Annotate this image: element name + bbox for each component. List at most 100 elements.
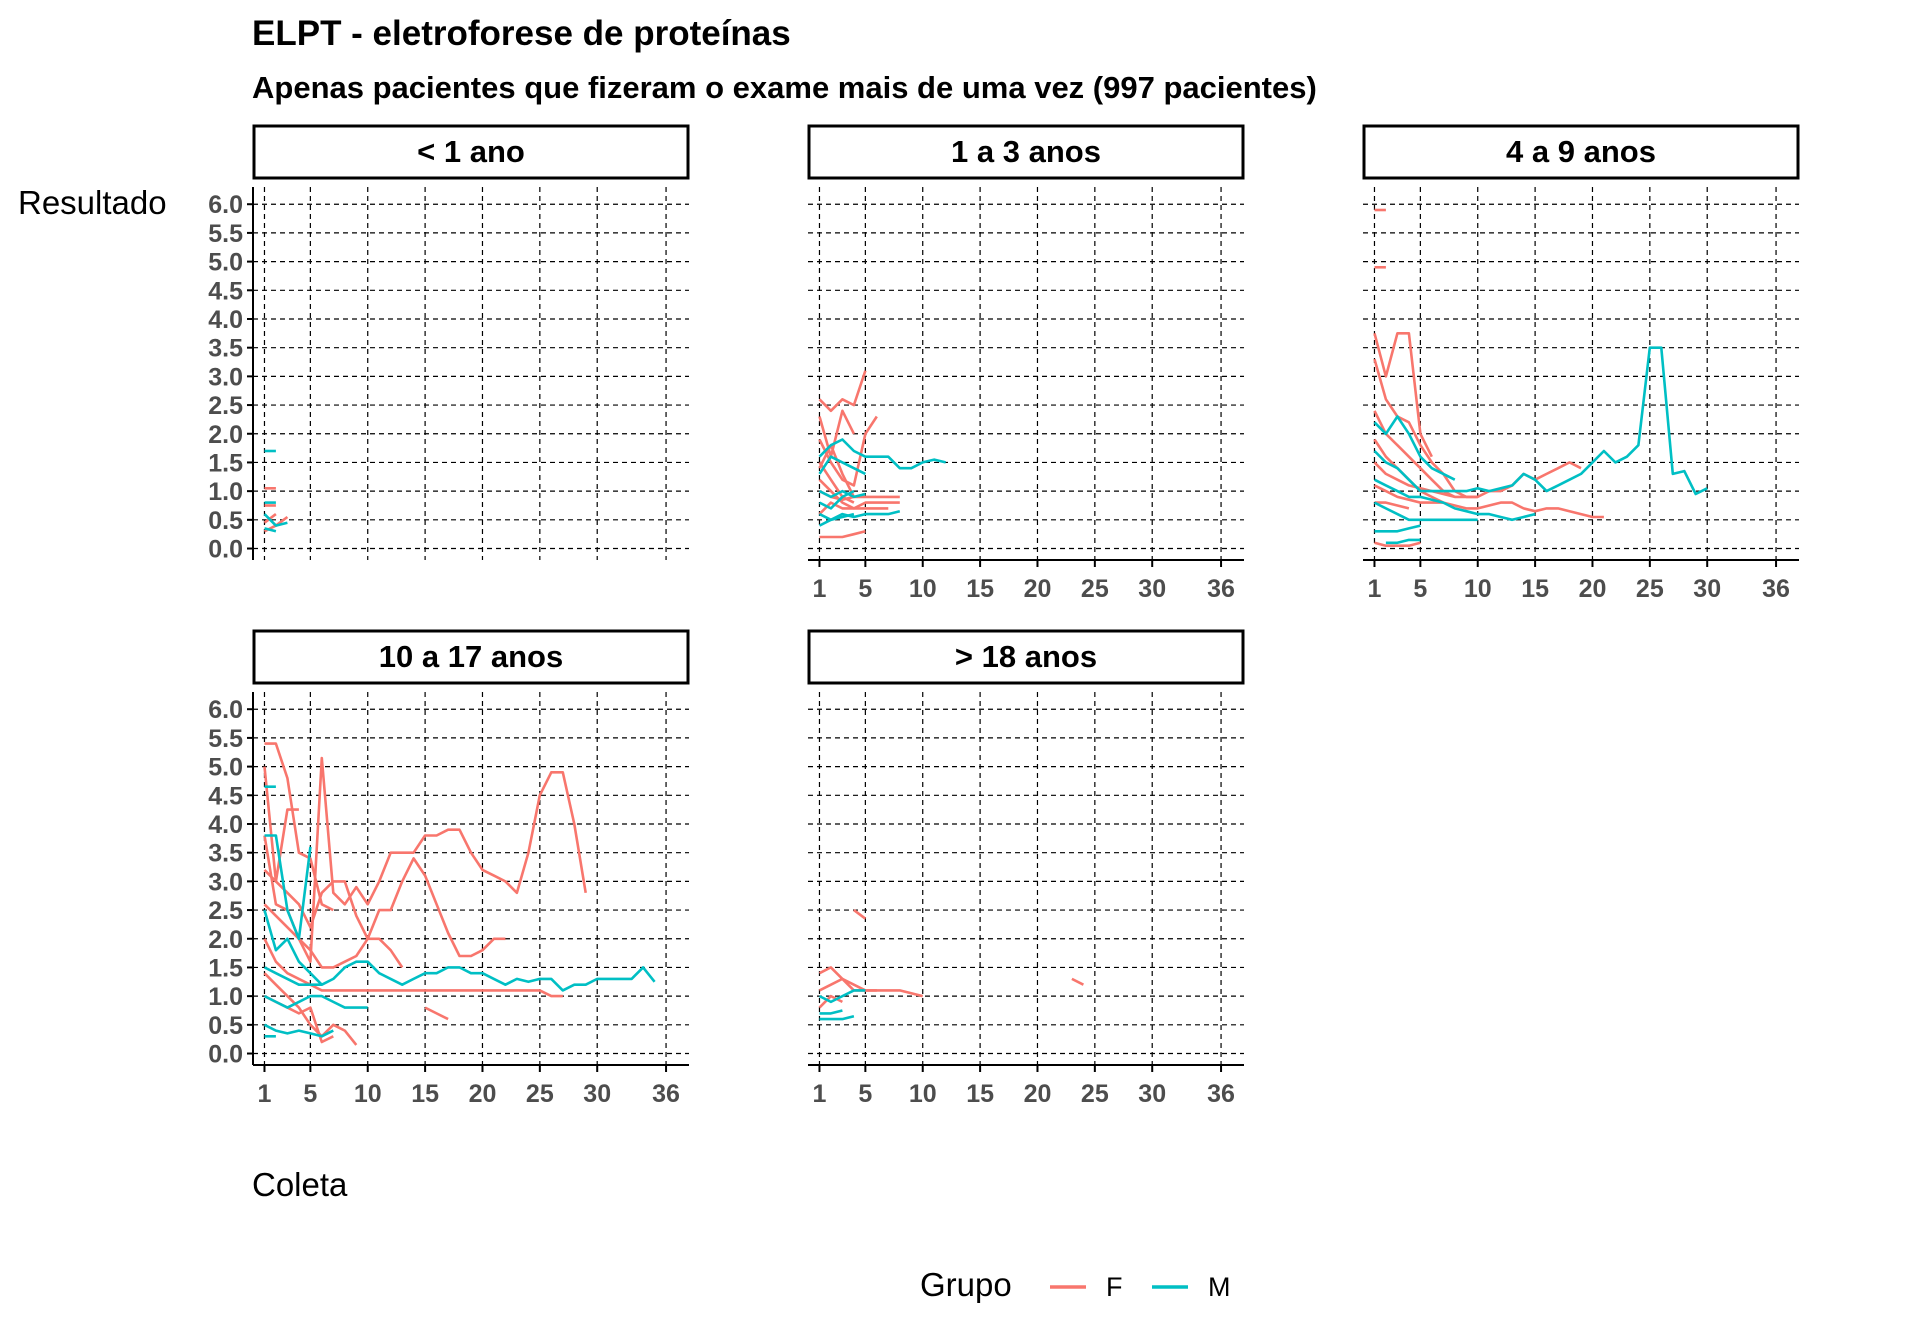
- series-line-m: [818, 455, 866, 476]
- series-group: [818, 909, 1084, 1021]
- legend-title: Grupo: [920, 1266, 1012, 1303]
- series-line-f: [1373, 358, 1478, 499]
- y-tick-label: 0.5: [208, 1012, 243, 1040]
- series-line-m: [1374, 524, 1421, 533]
- facet-strip-label: 4 a 9 anos: [1506, 134, 1656, 169]
- series-line-f: [818, 994, 843, 1009]
- y-tick-label: 3.0: [208, 868, 243, 896]
- x-tick-label: 15: [966, 1080, 994, 1108]
- series-line-m: [818, 989, 866, 1004]
- series-line-m: [1373, 346, 1708, 496]
- series-line-f: [818, 461, 855, 504]
- x-tick-label: 20: [1024, 1080, 1052, 1108]
- x-tick-label: 15: [411, 1080, 439, 1108]
- facet-strip: [252, 629, 690, 685]
- x-axis: 1 5 10 15 20 25 30 36: [808, 559, 1244, 603]
- series-line-f: [1071, 977, 1084, 986]
- y-tick-label: 6.0: [208, 191, 243, 219]
- series-line-f: [818, 977, 924, 998]
- series-line-m: [819, 1014, 855, 1021]
- series-line-m: [1373, 415, 1456, 481]
- facet-panel: 10 a 17 anos 0.00.51.01.52.02.53.03.54.04…: [208, 629, 690, 1108]
- series-line-m: [1373, 501, 1478, 522]
- y-tick-label: 2.5: [208, 392, 243, 420]
- x-tick-label: 20: [1579, 575, 1607, 603]
- x-axis-title: Coleta: [252, 1166, 348, 1203]
- x-tick-label: 25: [1081, 1080, 1109, 1108]
- chart-title: ELPT - eletroforese de proteínas: [252, 14, 791, 53]
- x-tick-label: 10: [354, 1080, 382, 1108]
- y-tick-label: 1.0: [208, 983, 243, 1011]
- gridlines: [253, 187, 689, 560]
- x-tick-label: 1: [813, 1080, 827, 1108]
- x-tick-label: 36: [1762, 575, 1790, 603]
- facet-strip: [807, 124, 1245, 180]
- x-tick-label: 25: [526, 1080, 554, 1108]
- x-tick-label: 15: [966, 575, 994, 603]
- series-line-f: [264, 742, 334, 912]
- series-line-m: [818, 438, 947, 470]
- y-tick-label: 4.0: [208, 306, 243, 334]
- series-line-f: [263, 972, 358, 1046]
- series-line-f: [1374, 501, 1410, 510]
- x-tick-label: 10: [1464, 575, 1492, 603]
- x-tick-label: 30: [583, 1080, 611, 1108]
- series-line-f: [1374, 541, 1421, 548]
- series-line-f: [818, 370, 867, 413]
- x-tick-label: 1: [258, 1080, 272, 1108]
- legend-label-m: M: [1208, 1272, 1231, 1302]
- x-tick-label: 5: [1413, 575, 1427, 603]
- x-tick-label: 1: [1368, 575, 1382, 603]
- series-line-m: [818, 512, 855, 527]
- series-line-m: [818, 489, 866, 499]
- x-tick-label: 5: [303, 1080, 317, 1108]
- series-line-f: [263, 766, 299, 883]
- facet-panel: < 1 ano 0.00.51.01.52.02.53.03.54.04.55.0…: [208, 124, 690, 564]
- series-line-f: [818, 478, 900, 510]
- series-line-m: [263, 513, 288, 527]
- series-line-f: [263, 938, 563, 998]
- x-tick-label: 25: [1636, 575, 1664, 603]
- series-group: [263, 449, 289, 533]
- series-line-f: [819, 530, 866, 539]
- x-tick-label: 30: [1693, 575, 1721, 603]
- facet-strip-label: 1 a 3 anos: [951, 134, 1101, 169]
- facet-strip: [807, 629, 1245, 685]
- series-line-m: [819, 1009, 843, 1015]
- x-tick-label: 10: [909, 1080, 937, 1108]
- gridlines: [808, 692, 1244, 1065]
- series-line-m: [263, 994, 368, 1009]
- series-line-f: [1373, 410, 1456, 499]
- x-tick-label: 5: [858, 575, 872, 603]
- y-tick-label: 4.0: [208, 811, 243, 839]
- gridlines: [253, 692, 689, 1065]
- series-line-m: [263, 909, 323, 986]
- legend-label-f: F: [1106, 1272, 1123, 1302]
- series-line-m: [264, 834, 312, 941]
- facet-strip: [252, 124, 690, 180]
- y-tick-label: 0.0: [208, 536, 243, 564]
- x-tick-label: 10: [909, 575, 937, 603]
- series-line-f: [263, 756, 587, 964]
- facet-strip-label: 10 a 17 anos: [379, 639, 563, 674]
- series-line-f: [1373, 484, 1444, 504]
- x-tick-label: 36: [652, 1080, 680, 1108]
- y-tick-label: 1.5: [208, 954, 243, 982]
- y-tick-label: 2.5: [208, 897, 243, 925]
- y-tick-label: 3.5: [208, 840, 243, 868]
- x-tick-label: 25: [1081, 575, 1109, 603]
- series-line-m: [263, 1023, 334, 1038]
- x-axis: 1 5 10 15 20 25 30 36: [808, 1064, 1244, 1108]
- y-tick-label: 4.5: [208, 782, 243, 810]
- gridlines: [1363, 187, 1799, 560]
- y-tick-label: 1.0: [208, 478, 243, 506]
- series-line-f: [1373, 331, 1433, 458]
- x-tick-label: 5: [858, 1080, 872, 1108]
- x-tick-label: 30: [1138, 1080, 1166, 1108]
- x-axis: 1 5 10 15 20 25 30 36: [1363, 559, 1799, 603]
- series-line-f: [424, 1006, 449, 1021]
